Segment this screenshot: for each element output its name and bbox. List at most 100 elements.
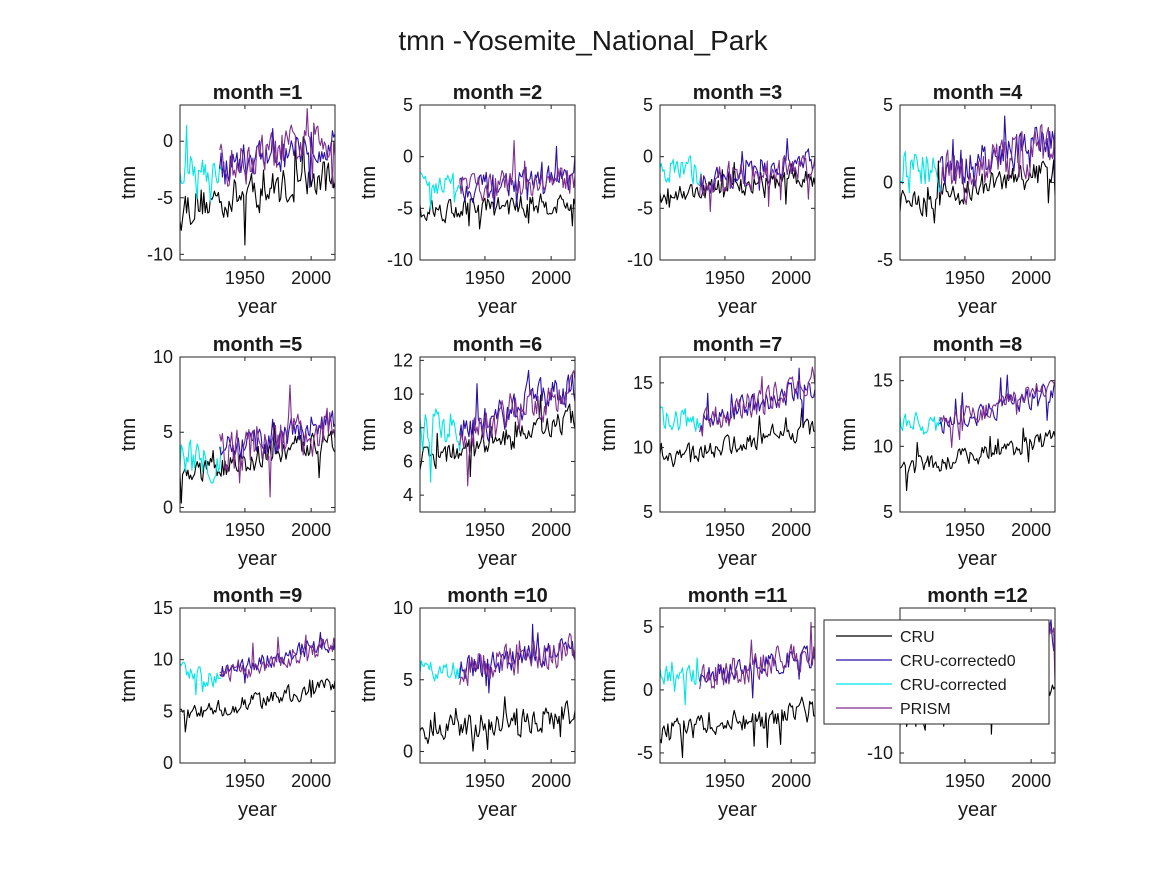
x-tick-label: 1950	[705, 520, 745, 540]
y-axis-label: tmn	[598, 418, 620, 451]
series-line-cru-corrected	[420, 172, 462, 211]
y-tick-label: 5	[643, 95, 653, 115]
x-tick-label: 2000	[291, 268, 331, 288]
axes-box	[659, 356, 816, 513]
series-line-cru	[420, 696, 575, 752]
panel-title: month =10	[447, 585, 548, 607]
series-line-cru	[180, 422, 335, 504]
y-axis-label: tmn	[118, 669, 140, 702]
y-tick-label: -5	[877, 250, 893, 270]
y-axis-label: tmn	[358, 669, 380, 702]
x-axis-label: year	[238, 296, 277, 318]
series-line-cru-corrected	[180, 124, 222, 203]
x-tick-label: 2000	[291, 771, 331, 791]
legend-box	[823, 619, 1050, 725]
y-tick-label: 15	[633, 373, 653, 393]
series-line-prism	[459, 370, 575, 487]
x-tick-label: 2000	[531, 771, 571, 791]
y-tick-label: 0	[883, 173, 893, 193]
y-tick-label: 10	[633, 437, 653, 457]
y-tick-label: 15	[153, 598, 173, 618]
y-tick-label: 5	[883, 502, 893, 522]
axes-box	[179, 104, 336, 261]
panel-month-8: 1950 2000 5 10 15 month =8 year tmn	[838, 334, 1056, 570]
series-line-cru-corrected	[900, 150, 942, 194]
series-line-prism	[219, 384, 335, 498]
plot-area	[900, 105, 1055, 260]
panel-month-5: 1950 2000 0 5 10 month =5 year tmn	[118, 334, 336, 570]
x-axis-label: year	[958, 548, 997, 570]
y-tick-label: -10	[627, 250, 653, 270]
plot-area	[900, 357, 1055, 512]
y-tick-label: 8	[403, 418, 413, 438]
y-tick-label: 0	[403, 147, 413, 167]
x-tick-label: 1950	[945, 520, 985, 540]
x-tick-label: 2000	[771, 771, 811, 791]
y-tick-label: -10	[147, 244, 173, 264]
series-line-cru-corrected	[660, 406, 702, 432]
x-axis-label: year	[958, 799, 997, 821]
x-axis-label: year	[478, 799, 517, 821]
series-line-prism	[699, 621, 815, 690]
series-line-prism	[699, 154, 815, 213]
y-tick-label: 0	[163, 497, 173, 517]
panel-month-7: 1950 2000 5 10 15 month =7 year tmn	[598, 334, 816, 570]
legend-item: CRU	[836, 629, 935, 646]
x-axis-label: year	[478, 548, 517, 570]
y-tick-label: -5	[637, 743, 653, 763]
panel-title: month =8	[933, 334, 1022, 356]
x-tick-label: 2000	[771, 268, 811, 288]
x-tick-label: 1950	[225, 520, 265, 540]
axes-box	[179, 607, 336, 764]
y-tick-label: 0	[643, 147, 653, 167]
panel-title: month =11	[688, 585, 787, 607]
y-tick-label: 10	[393, 598, 413, 618]
series-line-cru	[900, 427, 1055, 492]
panel-title: month =5	[213, 334, 302, 356]
y-tick-label: 4	[403, 485, 413, 505]
y-tick-label: 10	[153, 347, 173, 367]
series-line-cru-corrected	[900, 411, 942, 435]
x-axis-label: year	[478, 296, 517, 318]
x-tick-label: 1950	[465, 268, 505, 288]
plot-area	[420, 608, 575, 763]
x-axis-label: year	[718, 799, 757, 821]
legend-item: CRU-corrected	[836, 677, 1007, 694]
legend-label: PRISM	[900, 701, 951, 718]
legend-item: CRU-corrected0	[836, 653, 1016, 670]
panel-month-6: 1950 2000 4 6 8 10 12 month =6 year tmn	[358, 334, 576, 570]
x-tick-label: 1950	[945, 268, 985, 288]
y-tick-label: -5	[157, 188, 173, 208]
panel-title: month =6	[453, 334, 542, 356]
y-tick-label: -10	[387, 250, 413, 270]
x-tick-label: 2000	[771, 520, 811, 540]
axes-box	[419, 607, 576, 764]
x-tick-label: 1950	[465, 520, 505, 540]
plot-area	[660, 105, 815, 260]
x-tick-label: 1950	[705, 771, 745, 791]
series-line-prism	[939, 124, 1055, 206]
x-axis-label: year	[238, 548, 277, 570]
axes-box	[659, 607, 816, 764]
axes-box	[419, 356, 576, 513]
panel-month-3: 1950 2000 -10 -5 0 5 month =3 year tmn	[598, 82, 816, 318]
series-line-cru	[180, 678, 335, 733]
legend-item: PRISM	[836, 701, 951, 718]
y-tick-label: -5	[397, 198, 413, 218]
y-tick-label: 15	[873, 371, 893, 391]
series-line-cru	[660, 696, 815, 759]
y-tick-label: 10	[393, 384, 413, 404]
panel-month-11: 1950 2000 -5 0 5 month =11 year tmn	[598, 585, 816, 821]
series-line-prism	[459, 632, 575, 687]
series-line-prism	[219, 634, 335, 682]
x-axis-label: year	[958, 296, 997, 318]
x-tick-label: 1950	[225, 771, 265, 791]
y-axis-label: tmn	[598, 669, 620, 702]
panel-title: month =1	[213, 82, 302, 104]
series-line-cru-corrected	[420, 408, 462, 483]
x-axis-label: year	[718, 296, 757, 318]
panel-title: month =12	[927, 585, 1028, 607]
x-tick-label: 2000	[531, 520, 571, 540]
y-tick-label: 0	[163, 753, 173, 773]
